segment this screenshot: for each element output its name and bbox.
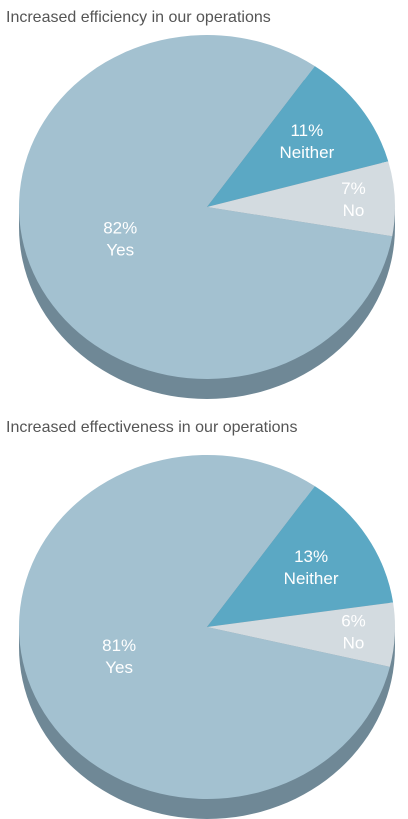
slice-category-label: No [343, 634, 365, 653]
slice-value-label: 6% [341, 612, 366, 631]
pie-slice [207, 161, 395, 237]
slice-category-label: Neither [284, 569, 339, 588]
pie-slice [18, 35, 393, 379]
slice-value-label: 7% [341, 179, 366, 198]
slice-value-label: 11% [290, 121, 323, 140]
chart-title: Increased effectiveness in our operation… [6, 419, 297, 436]
slice-category-label: Neither [279, 143, 334, 162]
slice-value-label: 82% [103, 219, 137, 238]
slice-category-label: Yes [106, 241, 134, 260]
pie-slice [18, 455, 390, 800]
slice-category-label: No [343, 201, 365, 220]
pie-slice [207, 66, 389, 207]
chart-title: Increased efficiency in our operations [6, 9, 271, 26]
slice-value-label: 13% [294, 547, 328, 566]
slice-value-label: 81% [102, 636, 136, 655]
slice-category-label: Yes [105, 658, 133, 677]
pie-slice [207, 486, 394, 627]
pie-slice [207, 602, 395, 667]
